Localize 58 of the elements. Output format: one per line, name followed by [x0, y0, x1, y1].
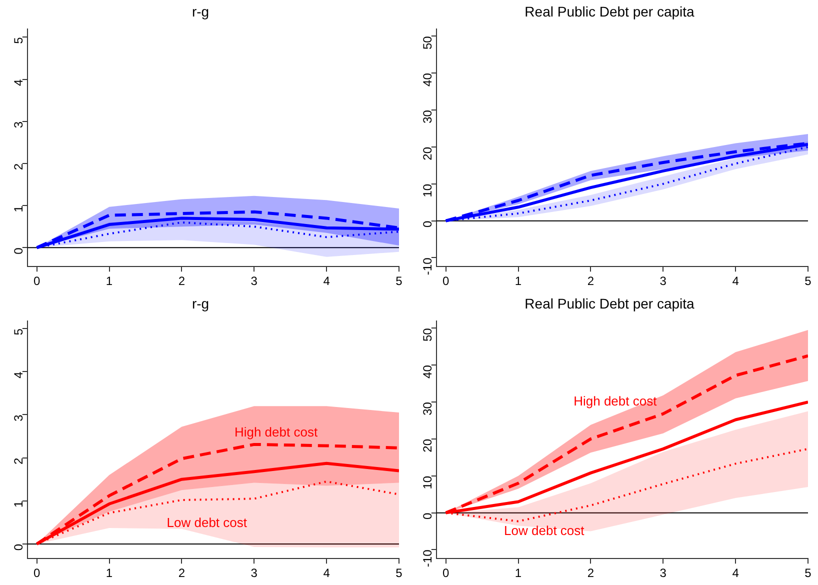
x-tick-label: 4 [732, 274, 740, 288]
x-tick-label: 1 [106, 566, 113, 580]
x-tick-label: 5 [804, 274, 812, 288]
chart-title: Real Public Debt per capita [524, 295, 695, 312]
x-tick-label: 1 [514, 566, 522, 580]
y-tick-label: -10 [420, 549, 435, 568]
y-tick-label: 30 [420, 110, 435, 124]
chart-title: r-g [192, 295, 210, 312]
annotation: Low debt cost [166, 515, 248, 530]
x-tick-label: 0 [33, 566, 40, 580]
chart-title: Real Public Debt per capita [524, 3, 695, 20]
y-tick-label: 20 [420, 438, 435, 452]
x-tick-label: 0 [442, 566, 450, 580]
y-tick-label: 2 [12, 163, 26, 170]
y-tick-label: 20 [420, 146, 435, 160]
x-tick-label: 4 [323, 566, 330, 580]
x-tick-label: 2 [178, 274, 186, 288]
y-tick-label: 40 [420, 72, 435, 86]
x-tick-label: 5 [396, 566, 403, 580]
x-tick-label: 2 [587, 274, 594, 288]
x-tick-label: 1 [106, 274, 113, 288]
x-tick-label: 3 [250, 566, 258, 580]
annotation: High debt cost [574, 394, 658, 409]
y-tick-label: 50 [420, 328, 435, 342]
annotation: High debt cost [234, 424, 318, 440]
y-tick-label: -10 [420, 257, 435, 276]
x-tick-label: 3 [660, 566, 667, 580]
y-tick-label: 5 [12, 36, 26, 44]
y-tick-label: 4 [12, 78, 26, 86]
y-tick-label: 50 [420, 36, 435, 50]
y-tick-label: 10 [420, 476, 435, 490]
x-tick-label: 3 [250, 274, 258, 288]
chart-title: r-g [192, 3, 210, 20]
y-tick-label: 0 [420, 220, 435, 228]
x-tick-label: 3 [660, 274, 667, 288]
y-tick-label: 2 [12, 457, 26, 464]
x-tick-label: 0 [33, 274, 40, 288]
y-tick-label: 1 [12, 205, 26, 212]
x-tick-label: 2 [178, 566, 186, 580]
y-tick-label: 0 [12, 544, 26, 551]
y-tick-label: 40 [420, 364, 435, 378]
y-tick-label: 30 [420, 402, 435, 416]
x-tick-label: 1 [514, 274, 522, 288]
annotation: Low debt cost [504, 522, 585, 538]
y-tick-label: 1 [12, 500, 26, 508]
x-tick-label: 5 [804, 566, 812, 580]
x-tick-label: 2 [587, 566, 594, 580]
y-tick-label: 10 [420, 184, 435, 198]
y-tick-label: 5 [12, 328, 26, 336]
y-tick-label: 3 [12, 121, 26, 128]
y-tick-label: 0 [420, 512, 435, 520]
x-tick-label: 0 [442, 274, 450, 288]
x-tick-label: 4 [323, 274, 330, 288]
y-tick-label: 4 [12, 371, 26, 378]
y-tick-label: 3 [12, 414, 26, 422]
x-tick-label: 5 [396, 274, 403, 288]
x-tick-label: 4 [732, 566, 740, 580]
y-tick-label: 0 [12, 247, 26, 254]
